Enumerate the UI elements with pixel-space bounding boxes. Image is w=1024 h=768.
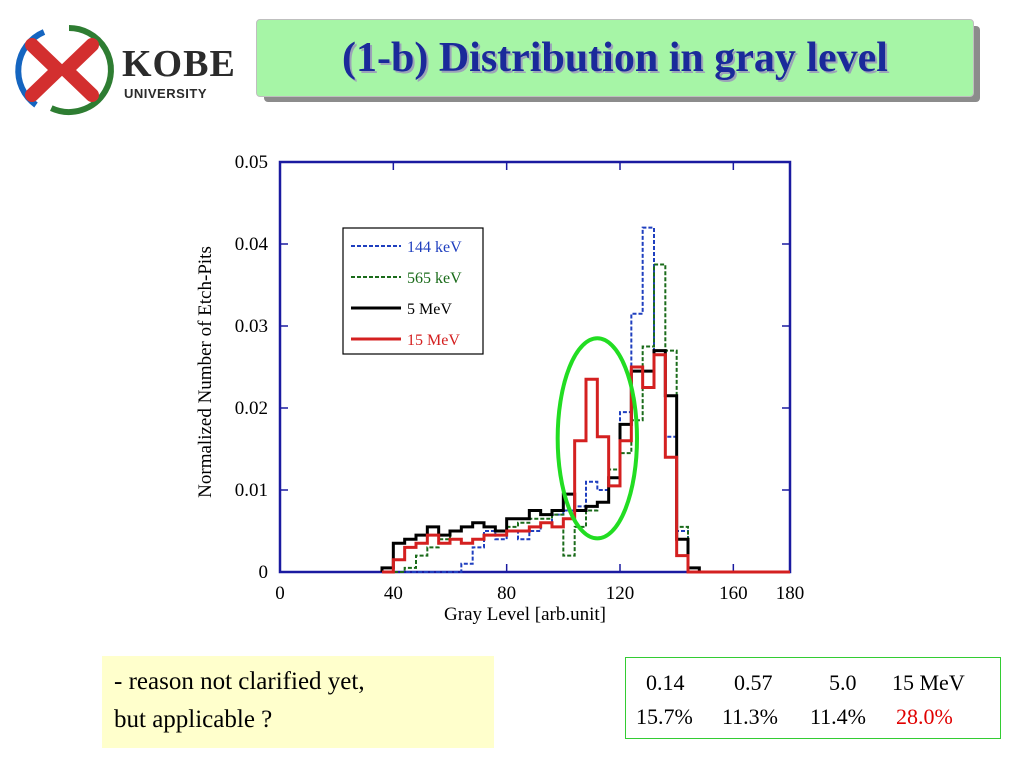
table-value-cell: 11.3% — [722, 704, 779, 729]
table-header-cell: 5.0 — [829, 670, 857, 695]
x-axis-label: Gray Level [arb.unit] — [444, 604, 606, 625]
title-banner: (1-b) Distribution in gray level — [256, 19, 974, 97]
kobe-university-logo: KOBE UNIVERSITY — [14, 20, 236, 120]
x-tick-label: 180 — [776, 583, 805, 604]
x-tick-label: 0 — [275, 583, 285, 604]
table-header-cell: 0.14 — [646, 670, 685, 695]
logo-subtext: UNIVERSITY — [124, 86, 208, 101]
x-tick-label: 40 — [384, 583, 403, 604]
legend-label: 144 keV — [407, 239, 462, 256]
table-header-cell: 15 MeV — [892, 670, 965, 695]
plot-frame — [278, 160, 792, 574]
y-axis-label: Normalized Number of Etch-Pits — [195, 246, 216, 498]
table-header-cell: 0.57 — [734, 670, 773, 695]
highlight-ellipse — [555, 336, 639, 541]
x-tick-label: 120 — [606, 583, 635, 604]
page-title: (1-b) Distribution in gray level — [342, 35, 888, 81]
series-line-15-mev — [382, 353, 790, 574]
y-tick-label: 0 — [259, 562, 269, 583]
legend-box — [342, 227, 484, 355]
note-box: - reason not clarified yet, but applicab… — [102, 656, 494, 748]
y-tick-label: 0.05 — [235, 152, 268, 173]
note-line-1: - reason not clarified yet, — [114, 668, 365, 695]
legend-label: 5 MeV — [407, 301, 452, 318]
x-tick-label: 80 — [497, 583, 516, 604]
series-line-5-mev — [380, 349, 790, 574]
y-tick-label: 0.03 — [235, 316, 268, 337]
logo-text: KOBE — [122, 43, 236, 85]
y-tick-label: 0.04 — [235, 234, 269, 255]
table-value-cell-highlight: 28.0% — [896, 704, 953, 729]
efficiency-table: 0.14 0.57 5.0 15 MeV 15.7% 11.3% 11.4% 2… — [625, 657, 1001, 739]
table-value-cell: 15.7% — [636, 704, 693, 729]
x-tick-label: 160 — [719, 583, 748, 604]
y-tick-label: 0.01 — [235, 480, 268, 501]
note-line-2: but applicable ? — [114, 706, 273, 733]
logo-emblem-icon — [15, 25, 114, 115]
table-value-cell: 11.4% — [810, 704, 867, 729]
y-tick-label: 0.02 — [235, 398, 268, 419]
legend-label: 15 MeV — [407, 332, 460, 349]
legend-label: 565 keV — [407, 270, 462, 287]
